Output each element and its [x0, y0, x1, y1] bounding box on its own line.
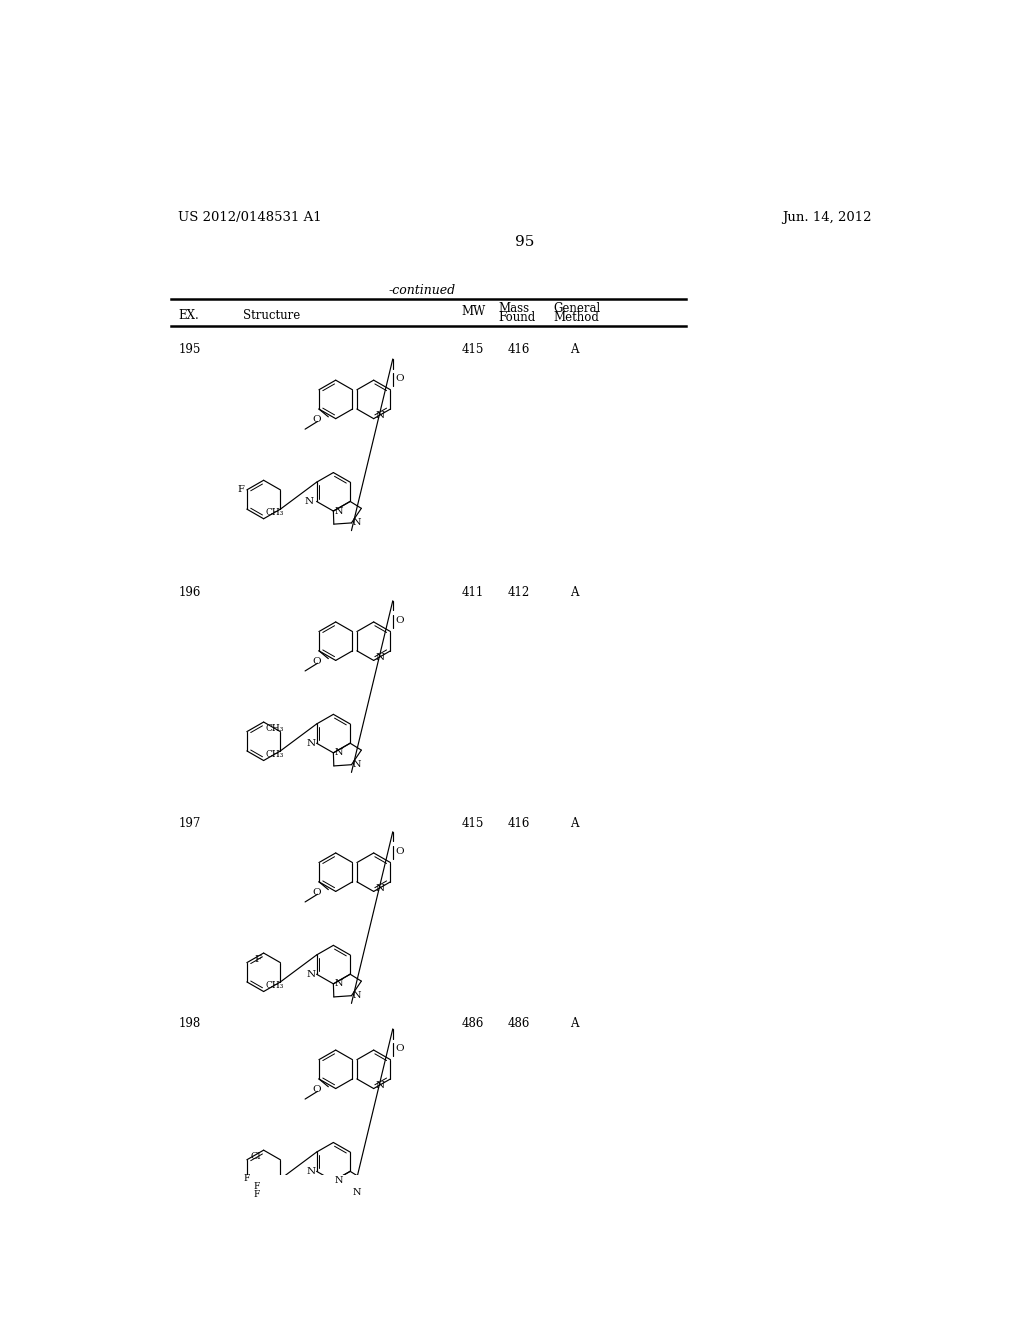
Text: US 2012/0148531 A1: US 2012/0148531 A1	[178, 211, 322, 224]
Text: N: N	[307, 739, 315, 747]
Text: N: N	[335, 1176, 343, 1185]
Text: O: O	[395, 616, 403, 624]
Text: CH₃: CH₃	[266, 750, 285, 759]
Text: A: A	[569, 817, 579, 830]
Text: CH₃: CH₃	[266, 508, 285, 517]
Text: 415: 415	[461, 817, 483, 830]
Text: Method: Method	[554, 312, 599, 323]
Text: N: N	[353, 1188, 361, 1197]
Text: 486: 486	[508, 1016, 530, 1030]
Text: N: N	[335, 748, 343, 758]
Text: O: O	[395, 847, 403, 855]
Text: MW: MW	[461, 305, 485, 318]
Text: N: N	[375, 411, 384, 420]
Text: O: O	[395, 1044, 403, 1053]
Text: A: A	[569, 1016, 579, 1030]
Text: F: F	[244, 1173, 250, 1183]
Text: N: N	[304, 496, 313, 506]
Text: N: N	[353, 991, 361, 1001]
Text: 416: 416	[508, 817, 530, 830]
Text: CH₃: CH₃	[266, 723, 285, 733]
Text: N: N	[375, 1081, 384, 1090]
Text: N: N	[375, 884, 384, 892]
Text: F: F	[238, 486, 245, 495]
Text: 486: 486	[461, 1016, 483, 1030]
Text: N: N	[335, 979, 343, 989]
Text: Structure: Structure	[243, 309, 300, 322]
Text: A: A	[569, 586, 579, 599]
Text: CH₃: CH₃	[266, 981, 285, 990]
Text: O: O	[312, 1085, 321, 1094]
Text: Jun. 14, 2012: Jun. 14, 2012	[781, 211, 871, 224]
Text: N: N	[335, 507, 343, 516]
Text: O: O	[395, 374, 403, 383]
Text: 411: 411	[461, 586, 483, 599]
Text: EX.: EX.	[178, 309, 199, 322]
Text: N: N	[307, 970, 315, 978]
Text: 195: 195	[178, 343, 201, 356]
Text: A: A	[569, 343, 579, 356]
Text: Found: Found	[499, 312, 536, 323]
Text: 415: 415	[461, 343, 483, 356]
Text: Cl: Cl	[251, 1151, 261, 1160]
Text: N: N	[353, 519, 361, 528]
Text: 198: 198	[178, 1016, 201, 1030]
Text: F: F	[253, 1191, 260, 1200]
Text: 412: 412	[508, 586, 530, 599]
Text: Mass: Mass	[499, 302, 529, 314]
Text: 196: 196	[178, 586, 201, 599]
Text: O: O	[312, 657, 321, 667]
Text: N: N	[353, 760, 361, 770]
Text: General: General	[554, 302, 601, 314]
Text: N: N	[307, 1167, 315, 1176]
Text: 95: 95	[515, 235, 535, 249]
Text: N: N	[375, 653, 384, 661]
Text: -continued: -continued	[389, 284, 456, 297]
Text: F: F	[253, 1181, 260, 1191]
Text: O: O	[312, 888, 321, 898]
Text: 197: 197	[178, 817, 201, 830]
Text: F: F	[254, 954, 261, 964]
Text: O: O	[312, 416, 321, 425]
Text: 416: 416	[508, 343, 530, 356]
